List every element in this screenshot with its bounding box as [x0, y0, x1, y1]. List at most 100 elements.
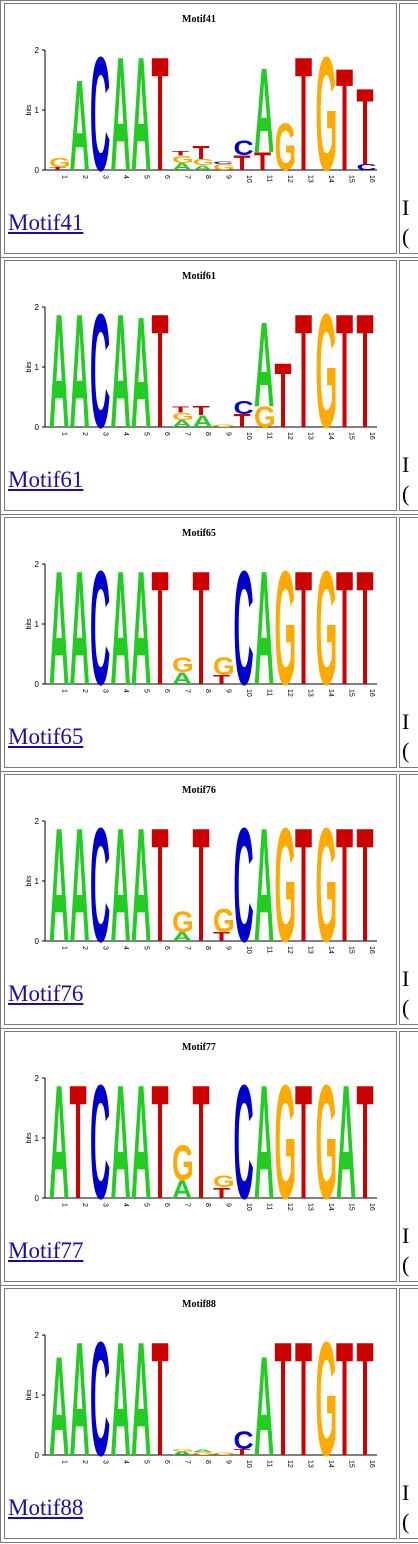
- x-tick-label: 3: [101, 432, 108, 436]
- logo-letter-A: A: [336, 1050, 356, 1224]
- x-tick-label: 3: [101, 175, 108, 179]
- x-tick-label: 13: [306, 175, 313, 183]
- table-row: Motif77 0 1 2 bits A 1 T 2 C 3 A 4 A 5 T 6 A G 7 T 8 T G 9 C 10 A 11…: [0, 1029, 418, 1286]
- logo-letter-A: A: [49, 1050, 69, 1224]
- x-tick-label: 12: [286, 1460, 293, 1468]
- motif-link[interactable]: Motif41: [8, 210, 84, 235]
- x-tick-label: 7: [183, 1203, 190, 1207]
- logo-letter-T: T: [357, 536, 374, 710]
- x-tick-label: 14: [327, 175, 334, 183]
- logo-letter-T: T: [295, 1307, 312, 1481]
- logo-letter-T: T: [152, 793, 169, 967]
- x-tick-label: 10: [245, 946, 252, 954]
- y-tick-label: 1: [35, 620, 40, 629]
- logo-letter-T: T: [193, 403, 211, 418]
- x-tick-label: 13: [306, 1460, 313, 1468]
- logo-letter-A: A: [193, 1449, 213, 1453]
- x-tick-label: 11: [265, 1460, 272, 1467]
- x-tick-label: 11: [265, 175, 272, 182]
- info-cell: I(: [399, 774, 418, 1025]
- info-text: I: [402, 709, 410, 734]
- logo-letter-A: A: [172, 418, 192, 429]
- info-text: (: [402, 481, 410, 506]
- logo-letter-T: T: [295, 22, 312, 196]
- logo-letter-A: A: [70, 536, 90, 710]
- logo-letter-G: G: [316, 1307, 338, 1481]
- logo-letter-T: T: [70, 1050, 87, 1224]
- table-row: Motif88 0 1 2 bits A 1 A 2 C 3 A 4 A 5 T 6 A G 7 G A 8 G 9 T C 10 A 1…: [0, 1286, 418, 1543]
- x-tick-label: 2: [81, 432, 88, 436]
- y-tick-label: 0: [35, 680, 40, 689]
- y-axis-label: bits: [26, 361, 33, 372]
- logo-letter-G: G: [316, 1050, 338, 1224]
- x-tick-label: 6: [163, 1203, 170, 1207]
- logo-letter-T: T: [213, 672, 230, 686]
- x-tick-label: 9: [224, 1460, 231, 1464]
- logo-letter-T: T: [152, 1050, 169, 1224]
- logo-letter-A: A: [131, 22, 151, 196]
- x-tick-label: 5: [142, 432, 149, 436]
- x-tick-label: 1: [60, 1460, 67, 1464]
- x-tick-label: 11: [265, 689, 272, 696]
- motif-link[interactable]: Motif76: [8, 981, 84, 1006]
- x-tick-label: 5: [142, 175, 149, 179]
- y-tick-label: 2: [35, 1074, 40, 1083]
- logo-letter-A: A: [193, 412, 213, 431]
- motif-link[interactable]: Motif65: [8, 724, 84, 749]
- logo-letter-A: A: [70, 53, 90, 196]
- logo-letter-A: A: [172, 1451, 192, 1456]
- motif-link[interactable]: Motif61: [8, 467, 84, 492]
- info-text: (: [402, 224, 410, 249]
- table-row: Motif61 0 1 2 bits A 1 A 2 C 3 A 4 A 5 T 6 A G T 7 A T 8 G 9 T C 10 G…: [0, 258, 418, 515]
- x-tick-label: 16: [368, 175, 375, 183]
- x-tick-label: 10: [245, 175, 252, 183]
- logo-letter-G: G: [275, 536, 297, 710]
- motif-link[interactable]: Motif77: [8, 1238, 84, 1263]
- x-tick-label: 4: [122, 1203, 129, 1207]
- info-text: I: [402, 1480, 410, 1505]
- logo-letter-C: C: [234, 1050, 254, 1224]
- x-tick-label: 1: [60, 432, 67, 436]
- logo-letter-G: G: [213, 1172, 235, 1191]
- x-tick-label: 15: [347, 1460, 354, 1468]
- logo-letter-T: T: [336, 279, 353, 453]
- motif-link[interactable]: Motif88: [8, 1495, 84, 1520]
- logo-letter-A: A: [254, 1327, 274, 1481]
- x-tick-label: 16: [368, 946, 375, 954]
- x-tick-label: 8: [204, 432, 211, 436]
- logo-letter-T: T: [295, 279, 312, 453]
- logo-letter-T: T: [49, 166, 66, 171]
- logo-letter-G: G: [316, 22, 338, 196]
- x-tick-label: 4: [122, 175, 129, 179]
- x-tick-label: 9: [224, 432, 231, 436]
- logo-letter-T: T: [336, 39, 353, 196]
- logo-letter-T: T: [234, 152, 251, 175]
- logo-letter-A: A: [172, 929, 193, 943]
- logo-letter-T: T: [336, 793, 353, 967]
- logo-letter-T: T: [357, 65, 374, 187]
- logo-letter-C: C: [90, 793, 110, 967]
- logo-title: Motif88: [182, 1299, 216, 1310]
- logo-letter-T: T: [336, 536, 353, 710]
- logo-letter-A: A: [131, 1307, 151, 1481]
- x-tick-label: 5: [142, 1203, 149, 1207]
- logo-letter-A: A: [254, 793, 274, 967]
- logo-letter-A: A: [49, 279, 69, 453]
- x-tick-label: 6: [163, 432, 170, 436]
- logo-letter-T: T: [234, 1448, 252, 1457]
- x-tick-label: 14: [327, 689, 334, 697]
- y-tick-label: 1: [35, 1134, 40, 1143]
- logo-title: Motif65: [182, 528, 216, 539]
- logo-letter-C: C: [90, 279, 110, 453]
- logo-letter-T: T: [193, 536, 210, 710]
- logo-letter-A: A: [131, 793, 151, 967]
- x-tick-label: 11: [265, 432, 272, 439]
- x-tick-label: 1: [60, 946, 67, 950]
- logo-letter-A: A: [49, 536, 69, 710]
- x-tick-label: 6: [163, 175, 170, 179]
- x-tick-label: 7: [183, 175, 190, 179]
